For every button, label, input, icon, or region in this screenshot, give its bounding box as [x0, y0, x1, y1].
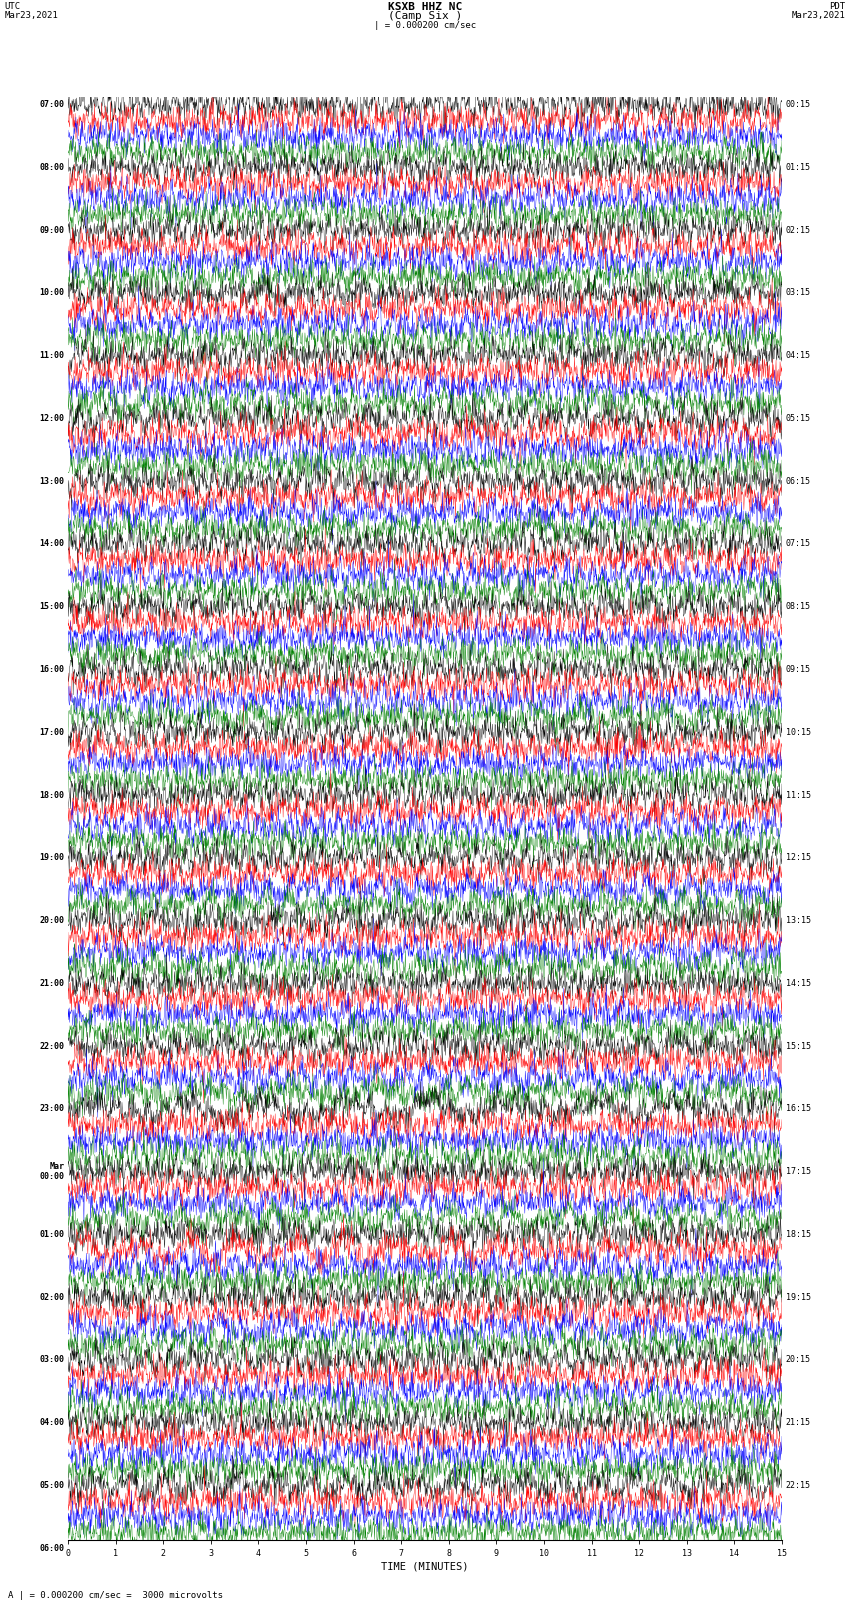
- Text: 02:00: 02:00: [39, 1292, 65, 1302]
- Text: 09:00: 09:00: [39, 226, 65, 234]
- Text: 14:00: 14:00: [39, 539, 65, 548]
- Text: 08:00: 08:00: [39, 163, 65, 173]
- Text: 07:15: 07:15: [785, 539, 811, 548]
- Text: 10:00: 10:00: [39, 289, 65, 297]
- Text: 08:15: 08:15: [785, 602, 811, 611]
- Text: 11:15: 11:15: [785, 790, 811, 800]
- Text: 22:15: 22:15: [785, 1481, 811, 1490]
- Text: 04:15: 04:15: [785, 352, 811, 360]
- Text: 03:00: 03:00: [39, 1355, 65, 1365]
- Text: 15:15: 15:15: [785, 1042, 811, 1050]
- Text: Mar23,2021: Mar23,2021: [4, 11, 58, 21]
- Text: Mar
00:00: Mar 00:00: [39, 1161, 65, 1181]
- Text: 13:15: 13:15: [785, 916, 811, 926]
- Text: 17:00: 17:00: [39, 727, 65, 737]
- Text: 17:15: 17:15: [785, 1168, 811, 1176]
- Text: 19:15: 19:15: [785, 1292, 811, 1302]
- Text: 16:00: 16:00: [39, 665, 65, 674]
- Text: 02:15: 02:15: [785, 226, 811, 234]
- Text: KSXB HHZ NC: KSXB HHZ NC: [388, 3, 462, 13]
- Text: (Camp Six ): (Camp Six ): [388, 11, 462, 21]
- Text: 18:00: 18:00: [39, 790, 65, 800]
- X-axis label: TIME (MINUTES): TIME (MINUTES): [382, 1561, 468, 1571]
- Text: 09:15: 09:15: [785, 665, 811, 674]
- Text: 21:15: 21:15: [785, 1418, 811, 1428]
- Text: 22:00: 22:00: [39, 1042, 65, 1050]
- Text: 19:00: 19:00: [39, 853, 65, 863]
- Text: 18:15: 18:15: [785, 1231, 811, 1239]
- Text: 14:15: 14:15: [785, 979, 811, 987]
- Text: 12:15: 12:15: [785, 853, 811, 863]
- Text: 05:00: 05:00: [39, 1481, 65, 1490]
- Text: 06:15: 06:15: [785, 477, 811, 486]
- Text: 03:15: 03:15: [785, 289, 811, 297]
- Text: 21:00: 21:00: [39, 979, 65, 987]
- Text: 20:15: 20:15: [785, 1355, 811, 1365]
- Text: 15:00: 15:00: [39, 602, 65, 611]
- Text: | = 0.000200 cm/sec: | = 0.000200 cm/sec: [374, 21, 476, 31]
- Text: 01:15: 01:15: [785, 163, 811, 173]
- Text: UTC: UTC: [4, 3, 20, 11]
- Text: 05:15: 05:15: [785, 415, 811, 423]
- Text: 13:00: 13:00: [39, 477, 65, 486]
- Text: 11:00: 11:00: [39, 352, 65, 360]
- Text: 00:15: 00:15: [785, 100, 811, 110]
- Text: 01:00: 01:00: [39, 1231, 65, 1239]
- Text: 04:00: 04:00: [39, 1418, 65, 1428]
- Text: 16:15: 16:15: [785, 1105, 811, 1113]
- Text: 10:15: 10:15: [785, 727, 811, 737]
- Text: A | = 0.000200 cm/sec =  3000 microvolts: A | = 0.000200 cm/sec = 3000 microvolts: [8, 1590, 224, 1600]
- Text: 23:00: 23:00: [39, 1105, 65, 1113]
- Text: Mar23,2021: Mar23,2021: [792, 11, 846, 21]
- Text: 06:00: 06:00: [39, 1544, 65, 1553]
- Text: 20:00: 20:00: [39, 916, 65, 926]
- Text: PDT: PDT: [830, 3, 846, 11]
- Text: 07:00: 07:00: [39, 100, 65, 110]
- Text: 12:00: 12:00: [39, 415, 65, 423]
